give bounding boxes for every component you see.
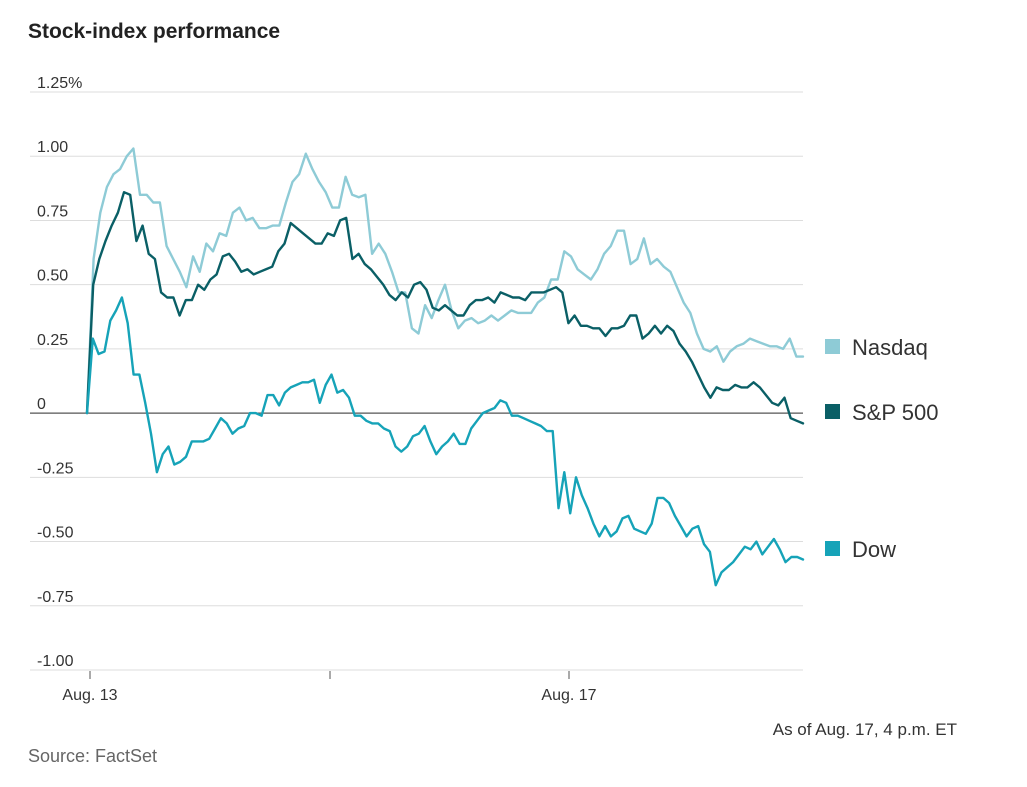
legend: Nasdaq S&P 500 Dow (825, 335, 938, 562)
y-tick-label: 0 (37, 396, 46, 413)
legend-swatch (825, 339, 840, 354)
grid-lines (30, 91, 803, 671)
legend-label: Dow (852, 537, 896, 562)
y-tick-label: -0.50 (37, 525, 74, 542)
y-tick-label: 0.50 (37, 268, 68, 285)
legend-label: S&P 500 (852, 400, 938, 425)
x-tick-label: Aug. 17 (541, 687, 596, 704)
source-note: Source: FactSet (28, 746, 158, 766)
legend-swatch (825, 541, 840, 556)
x-tick-label: Aug. 13 (62, 687, 117, 704)
y-tick-label: -0.75 (37, 589, 74, 606)
series-line (85, 296, 805, 587)
series-lines (85, 147, 805, 587)
x-axis: Aug. 13 Aug. 17 (62, 671, 597, 704)
y-tick-label: 1.25% (37, 75, 82, 92)
y-tick-label: -0.25 (37, 460, 74, 477)
y-tick-label: 0.75 (37, 203, 68, 220)
timestamp-note: As of Aug. 17, 4 p.m. ET (772, 720, 957, 739)
series-line (85, 190, 805, 425)
legend-label: Nasdaq (852, 335, 928, 360)
series-line (85, 147, 805, 415)
y-axis-ticks: 1.25% 1.00 0.75 0.50 0.25 0 -0.25 -0.50 -0.75 -1.… (37, 75, 82, 670)
legend-swatch (825, 404, 840, 419)
chart-title: Stock-index performance (28, 20, 281, 43)
y-tick-label: 0.25 (37, 332, 68, 349)
y-tick-label: -1.00 (37, 653, 74, 670)
y-tick-label: 1.00 (37, 139, 68, 156)
